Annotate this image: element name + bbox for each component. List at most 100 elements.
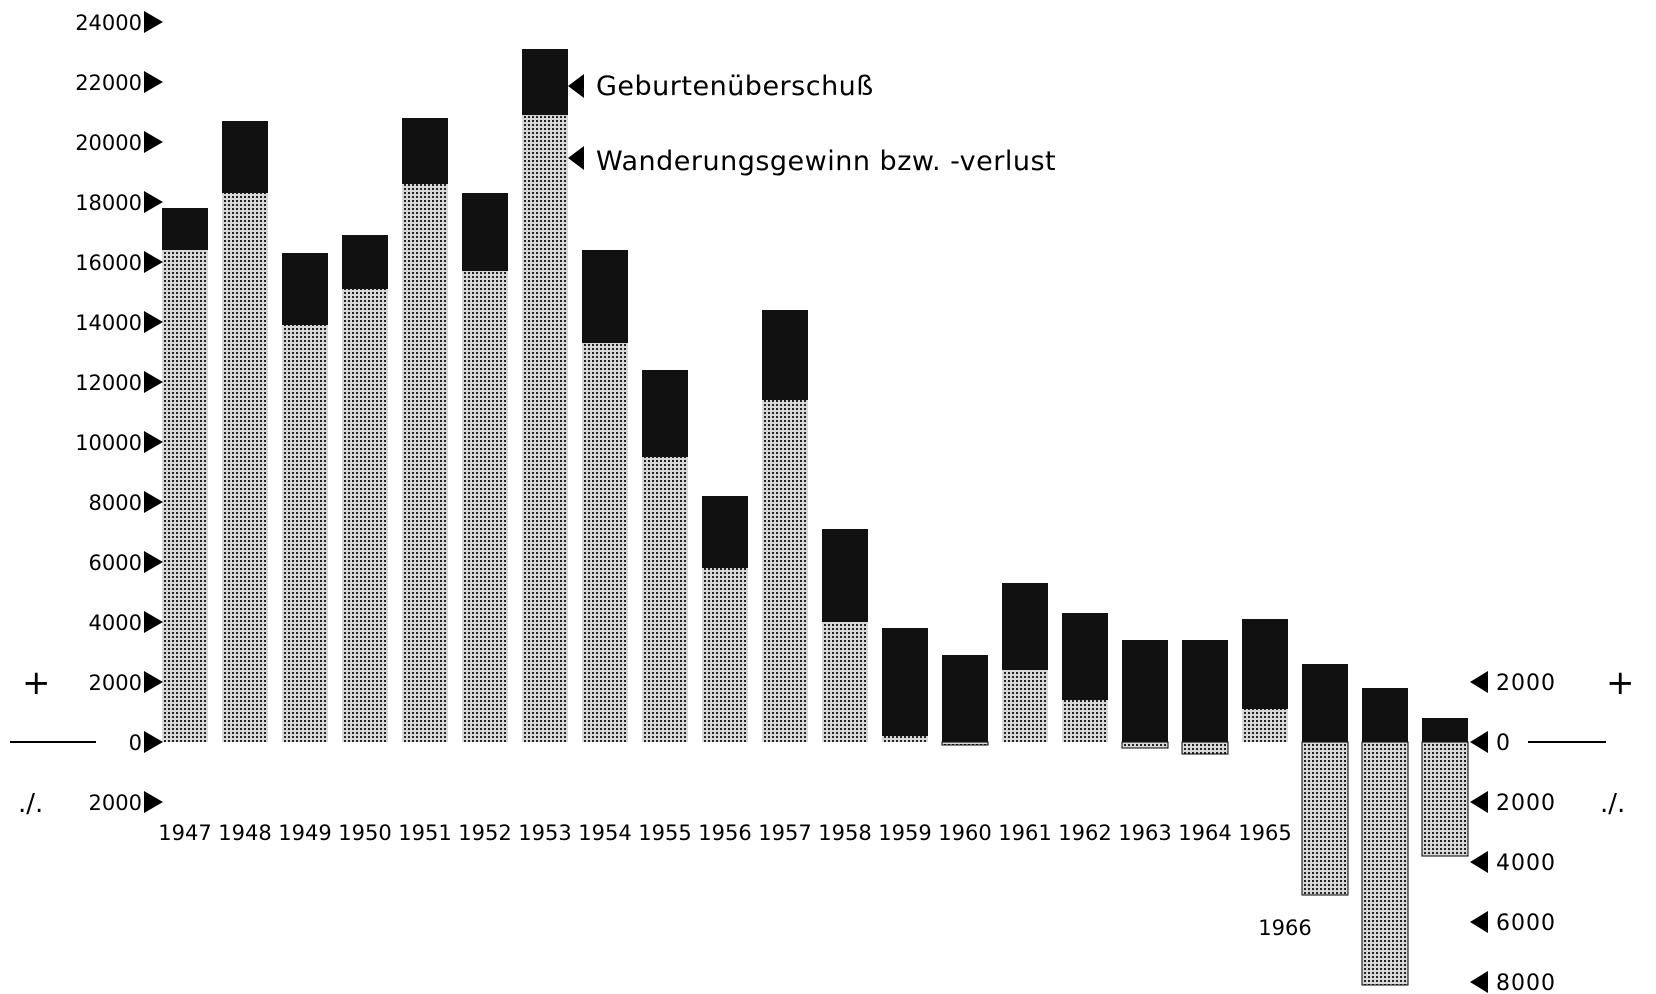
left-tick-marker-11	[144, 671, 163, 693]
left-tick-label-12: 0	[129, 731, 142, 755]
bar-migration-1967	[1361, 741, 1409, 986]
left-tick-label-4: 16000	[75, 251, 142, 275]
bar-birth-surplus-1968	[1422, 718, 1468, 742]
left-axis: 2400022000200001800016000140001200010000…	[75, 11, 163, 815]
left-tick-label-6: 12000	[75, 371, 142, 395]
right-tick-label-4: 6000	[1496, 911, 1556, 936]
year-label-1962: 1962	[1058, 821, 1111, 845]
legend-label-birth-surplus: Geburtenüberschuß	[596, 71, 874, 102]
year-label-1963: 1963	[1118, 821, 1171, 845]
left-tick-label-10: 4000	[89, 611, 142, 635]
right-minus-sign: ./.	[1600, 789, 1625, 819]
left-tick-marker-6	[144, 371, 163, 393]
bar-birth-surplus-1960	[942, 655, 988, 742]
year-label-1955: 1955	[638, 821, 691, 845]
right-tick-label-3: 4000	[1496, 851, 1556, 876]
year-label-1965: 1965	[1238, 821, 1291, 845]
left-tick-label-3: 18000	[75, 191, 142, 215]
left-tick-marker-1	[144, 71, 163, 93]
bar-migration-1965	[1242, 709, 1288, 742]
bar-migration-1955	[642, 457, 688, 742]
year-label-1950: 1950	[338, 821, 391, 845]
bar-birth-surplus-1958	[822, 529, 868, 622]
year-label-1966: 1966	[1258, 916, 1311, 940]
left-tick-marker-9	[144, 551, 163, 573]
left-tick-marker-10	[144, 611, 163, 633]
bar-birth-surplus-1948	[222, 121, 268, 193]
left-tick-marker-12	[144, 731, 163, 753]
bar-migration-1962	[1062, 700, 1108, 742]
bar-birth-surplus-1967	[1362, 688, 1408, 742]
left-tick-marker-0	[144, 11, 163, 33]
left-tick-label-5: 14000	[75, 311, 142, 335]
year-label-1956: 1956	[698, 821, 751, 845]
bar-migration-1966	[1301, 741, 1349, 896]
legend: Geburtenüberschuß Wanderungsgewinn bzw. …	[568, 71, 1056, 177]
bar-migration-1968	[1421, 741, 1469, 857]
bar-migration-1958	[822, 622, 868, 742]
legend-pointer-birth-surplus	[568, 74, 584, 98]
bar-migration-1956	[702, 568, 748, 742]
bar-migration-1954	[582, 343, 628, 742]
right-tick-label-5: 8000	[1496, 971, 1556, 994]
legend-label-migration: Wanderungsgewinn bzw. -verlust	[596, 146, 1056, 177]
year-label-1953: 1953	[518, 821, 571, 845]
right-tick-label-1: 0	[1496, 731, 1511, 756]
left-tick-label-11: 2000	[89, 671, 142, 695]
year-label-1954: 1954	[578, 821, 631, 845]
right-plus-sign: +	[1606, 663, 1635, 703]
left-tick-label-7: 10000	[75, 431, 142, 455]
right-tick-marker-4	[1470, 911, 1488, 933]
bar-birth-surplus-1947	[162, 208, 208, 250]
bar-birth-surplus-1963	[1122, 640, 1168, 742]
bar-birth-surplus-1952	[462, 193, 508, 271]
bar-group	[162, 49, 1469, 986]
right-tick-label-2: 2000	[1496, 791, 1556, 816]
left-tick-label-8: 8000	[89, 491, 142, 515]
bar-birth-surplus-1950	[342, 235, 388, 289]
year-labels: 1947 1948 1949 1950 1951 1952 1953 1954 1955 1956…	[158, 821, 1311, 940]
year-label-1947: 1947	[158, 821, 211, 845]
bar-migration-1951	[402, 184, 448, 742]
bar-birth-surplus-1949	[282, 253, 328, 325]
right-tick-marker-5	[1470, 971, 1488, 993]
left-tick-label-1: 22000	[75, 71, 142, 95]
bar-migration-1947	[162, 250, 208, 742]
left-tick-marker-3	[144, 191, 163, 213]
legend-pointer-migration	[568, 146, 584, 170]
bar-birth-surplus-1961	[1002, 583, 1048, 670]
year-label-1961: 1961	[998, 821, 1051, 845]
bar-migration-1950	[342, 289, 388, 742]
bar-migration-1949	[282, 325, 328, 742]
bar-birth-surplus-1957	[762, 310, 808, 400]
bar-birth-surplus-1965	[1242, 619, 1288, 709]
left-tick-marker-7	[144, 431, 163, 453]
left-tick-label-9: 6000	[89, 551, 142, 575]
bar-migration-1952	[462, 271, 508, 742]
bar-birth-surplus-1951	[402, 118, 448, 184]
bar-birth-surplus-1964	[1182, 640, 1228, 742]
bar-birth-surplus-1966	[1302, 664, 1348, 742]
bar-migration-1957	[762, 400, 808, 742]
year-label-1949: 1949	[278, 821, 331, 845]
left-tick-marker-13	[144, 791, 163, 813]
year-label-1964: 1964	[1178, 821, 1231, 845]
bar-birth-surplus-1962	[1062, 613, 1108, 700]
year-label-1959: 1959	[878, 821, 931, 845]
bar-migration-1964	[1181, 741, 1229, 755]
left-tick-marker-5	[144, 311, 163, 333]
bar-migration-1948	[222, 193, 268, 742]
bar-birth-surplus-1956	[702, 496, 748, 568]
left-tick-label-13: 2000	[89, 791, 142, 815]
sign-markers: + ./. + ./.	[10, 663, 1635, 819]
left-tick-label-2: 20000	[75, 131, 142, 155]
bar-migration-1959	[882, 736, 928, 742]
right-tick-marker-0	[1470, 671, 1488, 693]
left-minus-sign: ./.	[18, 789, 43, 819]
year-label-1948: 1948	[218, 821, 271, 845]
left-tick-marker-2	[144, 131, 163, 153]
bar-birth-surplus-1954	[582, 250, 628, 343]
bar-birth-surplus-1955	[642, 370, 688, 457]
bar-migration-1953	[522, 115, 568, 742]
